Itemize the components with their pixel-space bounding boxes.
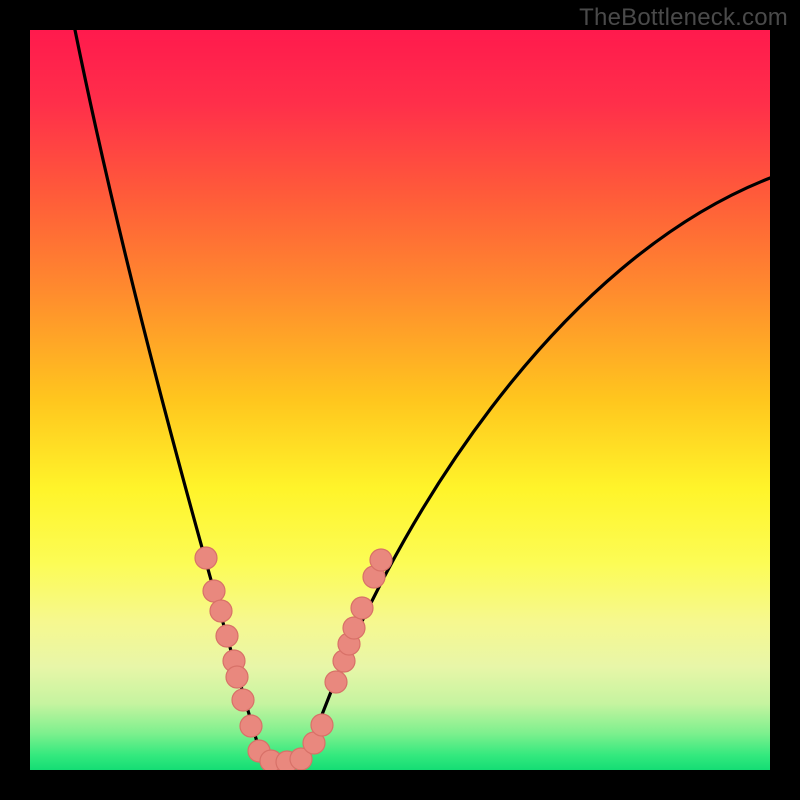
- data-marker: [343, 617, 365, 639]
- watermark-text: TheBottleneck.com: [579, 4, 788, 32]
- data-marker: [195, 547, 217, 569]
- data-marker: [232, 689, 254, 711]
- data-marker: [311, 714, 333, 736]
- plot-background: [30, 30, 770, 770]
- data-marker: [240, 715, 262, 737]
- data-marker: [226, 666, 248, 688]
- data-marker: [210, 600, 232, 622]
- chart-stage: TheBottleneck.com: [0, 0, 800, 800]
- data-marker: [216, 625, 238, 647]
- data-marker: [370, 549, 392, 571]
- data-marker: [351, 597, 373, 619]
- data-marker: [325, 671, 347, 693]
- data-marker: [203, 580, 225, 602]
- bottleneck-chart: [0, 0, 800, 800]
